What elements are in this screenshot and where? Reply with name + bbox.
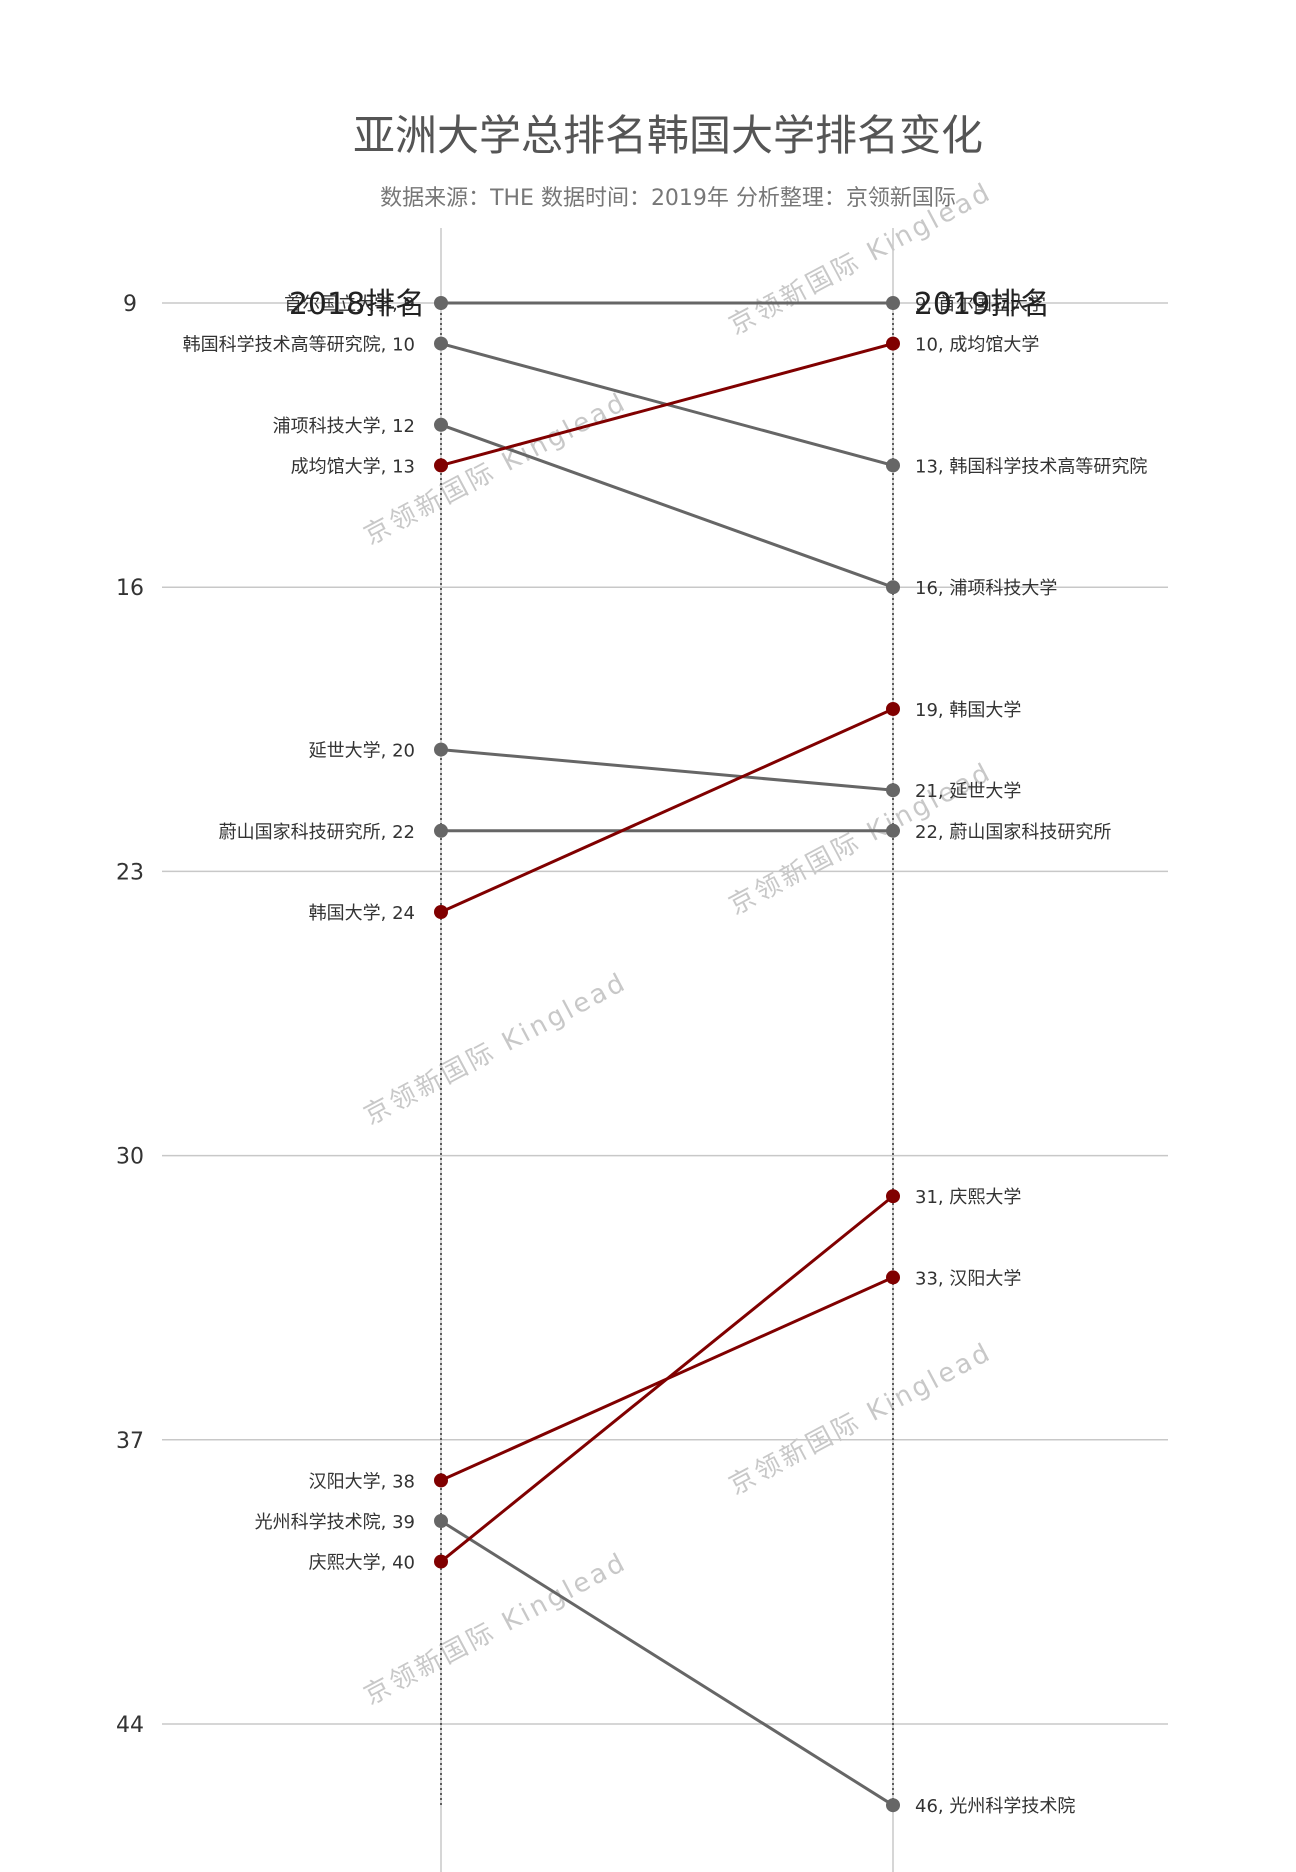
series-line-9 [440,1195,894,1563]
point-2019-7 [886,1270,900,1285]
label-2018-5: 蔚山国家科技研究所, 22 [219,822,415,843]
point-2018-4 [434,742,448,757]
series-line-8 [440,1519,894,1807]
label-2019-4: 21, 延世大学 [915,781,1021,802]
series-line-3 [440,342,894,467]
point-2019-0 [886,296,900,310]
y-tick-label: 44 [116,1713,144,1738]
label-2019-8: 46, 光州科学技术院 [915,1796,1075,1817]
label-2018-4: 延世大学, 20 [309,741,415,762]
y-tick-label: 9 [123,292,137,317]
label-2018-8: 光州科学技术院, 39 [255,1512,415,1533]
y-tick-label: 23 [116,860,144,885]
point-2018-7 [434,1473,448,1488]
label-2019-5: 22, 蔚山国家科技研究所 [915,822,1111,843]
series-points [434,296,900,1813]
watermark-text: 京领新国际 Kinglead [724,1337,997,1501]
y-tick-label: 37 [116,1429,144,1454]
point-2019-3 [886,336,900,351]
point-2019-9 [886,1189,900,1204]
point-2019-8 [886,1798,900,1813]
label-2019-0: 9, 首尔国立大学 [915,294,1046,315]
point-2018-1 [434,336,448,351]
x-label-2018: 2018排名 [289,287,425,322]
series-line-2 [440,423,894,589]
y-tick-label: 30 [116,1145,144,1170]
point-2018-5 [434,823,448,838]
x-label-2019: 2019排名 [914,287,1050,322]
point-2019-1 [886,458,900,473]
watermark-text: 京领新国际 Kinglead [359,967,632,1131]
series-line-4 [440,748,894,792]
label-2018-3: 成均馆大学, 13 [291,456,415,477]
label-2019-9: 31, 庆熙大学 [915,1187,1021,1208]
series-line-6 [440,707,894,914]
label-2019-3: 10, 成均馆大学 [915,335,1039,356]
point-2018-3 [434,458,448,473]
chart-title: 亚洲大学总排名韩国大学排名变化 [353,111,983,160]
point-2019-6 [886,702,900,716]
series-lines [440,301,894,1807]
label-2018-0: 首尔国立大学, 9 [284,294,415,315]
y-tick-label: 16 [116,576,144,601]
point-2018-9 [434,1554,448,1569]
grid-layer: 9 16 23 30 37 44 [116,292,1168,1738]
axis-layer [440,228,894,1872]
point-2019-2 [886,580,900,595]
point-2019-4 [886,783,900,798]
point-2018-0 [434,296,448,310]
point-2018-6 [434,905,448,919]
label-2018-2: 浦项科技大学, 12 [273,416,415,437]
point-2019-5 [886,823,900,838]
label-2019-7: 33, 汉阳大学 [915,1268,1021,1289]
label-2018-9: 庆熙大学, 40 [309,1553,415,1574]
chart-subtitle: 数据来源：THE 数据时间：2019年 分析整理：京领新国际 [380,186,956,211]
point-2018-8 [434,1514,448,1528]
point-2018-2 [434,417,448,432]
label-2019-6: 19, 韩国大学 [915,700,1021,721]
label-2018-1: 韩国科学技术高等研究院, 10 [183,335,415,356]
label-2018-7: 汉阳大学, 38 [309,1471,415,1492]
label-2019-2: 16, 浦项科技大学 [915,578,1057,599]
label-2019-1: 13, 韩国科学技术高等研究院 [915,456,1147,477]
label-2018-6: 韩国大学, 24 [309,903,415,924]
